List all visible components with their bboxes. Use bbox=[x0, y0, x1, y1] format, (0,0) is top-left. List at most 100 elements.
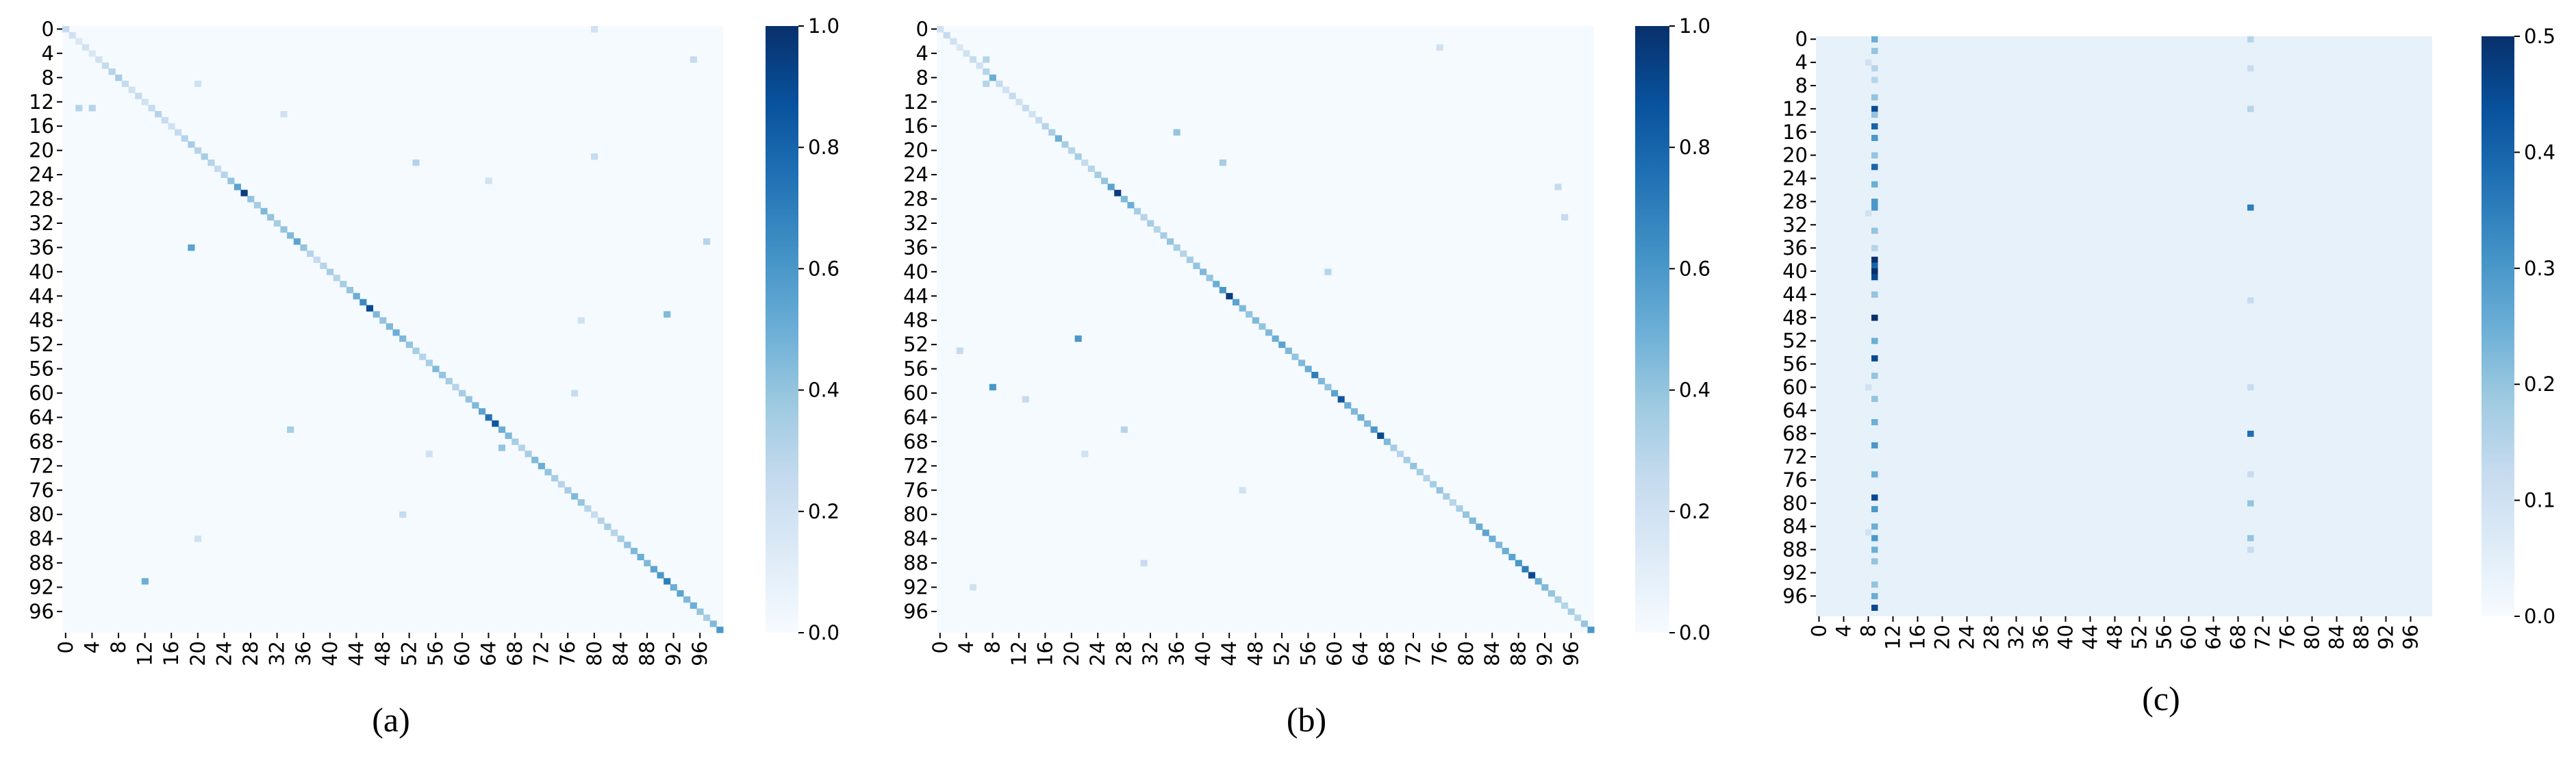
x-tick-label: 84 bbox=[609, 641, 632, 666]
heatmap-cell bbox=[141, 99, 149, 105]
x-tick-label: 16 bbox=[1906, 625, 1930, 650]
y-tick-label: 76 bbox=[29, 479, 54, 502]
x-tick-label: 20 bbox=[1931, 625, 1954, 650]
heatmap-cell bbox=[1871, 105, 1878, 112]
colorbar-tick-label: 0.2 bbox=[808, 500, 839, 523]
heatmap-cell bbox=[1554, 184, 1562, 190]
y-tick-label: 44 bbox=[1782, 283, 1808, 306]
x-tick-label: 40 bbox=[2054, 625, 2078, 650]
y-tick-label: 64 bbox=[903, 405, 929, 429]
heatmap-cell bbox=[1173, 244, 1180, 251]
y-tick-label: 16 bbox=[29, 114, 54, 138]
heatmap-cell bbox=[1252, 317, 1259, 324]
heatmap-cell bbox=[1383, 438, 1391, 445]
heatmap-cell bbox=[155, 111, 162, 118]
heatmap-cell bbox=[1567, 608, 1575, 615]
y-tick-label: 68 bbox=[29, 430, 54, 453]
heatmap-cell bbox=[630, 547, 638, 555]
heatmap-cell bbox=[1081, 451, 1089, 457]
heatmap-cell bbox=[280, 111, 288, 118]
x-tick-label: 44 bbox=[1217, 641, 1241, 666]
heatmap-cell bbox=[956, 347, 963, 354]
heatmap-cell bbox=[1094, 171, 1102, 178]
heatmap-cell bbox=[307, 250, 314, 257]
y-tick-label: 0 bbox=[1795, 27, 1808, 51]
heatmap-cell bbox=[260, 207, 268, 215]
heatmap-cell bbox=[1041, 123, 1049, 130]
colorbar-tick-label: 0.2 bbox=[2524, 373, 2555, 396]
heatmap-cell bbox=[300, 244, 307, 251]
y-tick-label: 64 bbox=[1782, 399, 1808, 422]
heatmap-cell bbox=[703, 614, 711, 621]
heatmap-cell bbox=[1206, 275, 1213, 281]
heatmap-cell bbox=[188, 141, 195, 148]
heatmap-cell bbox=[161, 116, 168, 124]
heatmap-cell bbox=[207, 159, 215, 166]
y-tick-label: 96 bbox=[29, 600, 54, 623]
y-tick-label: 32 bbox=[1782, 213, 1808, 236]
heatmap-cell bbox=[703, 238, 711, 245]
heatmap-cell bbox=[1871, 36, 1878, 42]
heatmap-cell bbox=[525, 451, 532, 457]
x-tick-label: 84 bbox=[2325, 625, 2349, 650]
heatmap-cell bbox=[670, 584, 677, 591]
heatmap-cell bbox=[1403, 457, 1411, 464]
x-tick-label: 16 bbox=[160, 641, 183, 666]
heatmap-cell bbox=[963, 50, 970, 57]
heatmap-cell bbox=[452, 383, 459, 391]
x-tick-label: 28 bbox=[239, 641, 262, 666]
heatmap-cell bbox=[359, 299, 367, 306]
y-tick-label: 20 bbox=[29, 139, 54, 162]
y-tick-label: 24 bbox=[1782, 167, 1808, 190]
x-tick-label: 8 bbox=[107, 641, 130, 653]
y-tick-label: 72 bbox=[29, 454, 54, 477]
x-tick-label: 8 bbox=[981, 641, 1005, 653]
heatmap-cell bbox=[1508, 553, 1516, 561]
heatmap-cell bbox=[610, 529, 618, 536]
heatmap-cell bbox=[1219, 286, 1226, 294]
x-tick-label: 92 bbox=[2375, 625, 2398, 650]
y-tick-label: 8 bbox=[42, 66, 54, 89]
y-tick-label: 92 bbox=[903, 576, 929, 599]
y-tick-label: 4 bbox=[1795, 51, 1808, 74]
heatmap-cell bbox=[2247, 297, 2254, 304]
y-tick-label: 92 bbox=[29, 576, 54, 599]
heatmap-cell bbox=[983, 56, 990, 63]
heatmap-cell bbox=[1515, 559, 1522, 567]
heatmap-cell bbox=[405, 341, 413, 349]
heatmap-cell bbox=[1482, 529, 1489, 536]
heatmap-cell bbox=[1574, 614, 1582, 621]
heatmap-cell bbox=[1561, 602, 1569, 609]
heatmap-cell bbox=[1865, 529, 1872, 535]
x-tick-label: 60 bbox=[451, 641, 474, 666]
x-tick-label: 40 bbox=[1191, 641, 1215, 666]
x-tick-label: 36 bbox=[292, 641, 315, 666]
heatmap-cell bbox=[472, 402, 479, 409]
heatmap-cell bbox=[1865, 384, 1872, 391]
heatmap-cell bbox=[1022, 105, 1029, 112]
heatmap-cell bbox=[1871, 605, 1878, 612]
heatmap-cell bbox=[716, 627, 724, 633]
heatmap-cell bbox=[1865, 59, 1872, 66]
heatmap-cell bbox=[399, 511, 407, 518]
y-tick-label: 68 bbox=[903, 430, 929, 453]
heatmap-cell bbox=[1331, 390, 1339, 396]
heatmap-cell bbox=[937, 26, 944, 33]
x-tick-label: 88 bbox=[1507, 641, 1530, 666]
y-tick-label: 4 bbox=[42, 42, 54, 65]
heatmap-cell bbox=[577, 317, 585, 324]
y-tick-label: 64 bbox=[29, 405, 54, 429]
heatmap-cell bbox=[1528, 572, 1536, 579]
colorbar-tick-label: 0.8 bbox=[1679, 136, 1710, 159]
heatmap-cell bbox=[1871, 396, 1878, 403]
heatmap-cell bbox=[220, 171, 228, 178]
x-tick-label: 72 bbox=[1402, 641, 1425, 666]
heatmap-cell bbox=[1871, 181, 1878, 188]
heatmap-cell bbox=[1087, 165, 1095, 173]
heatmap-cell bbox=[1587, 627, 1595, 633]
colorbar bbox=[1635, 26, 1669, 633]
x-tick-label: 20 bbox=[186, 641, 210, 666]
heatmap-cell bbox=[2247, 546, 2254, 553]
heatmap-cell bbox=[366, 305, 374, 312]
